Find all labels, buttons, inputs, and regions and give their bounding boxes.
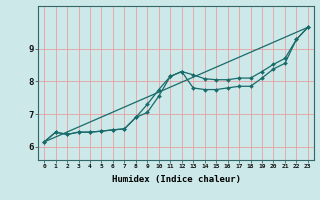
- X-axis label: Humidex (Indice chaleur): Humidex (Indice chaleur): [111, 175, 241, 184]
